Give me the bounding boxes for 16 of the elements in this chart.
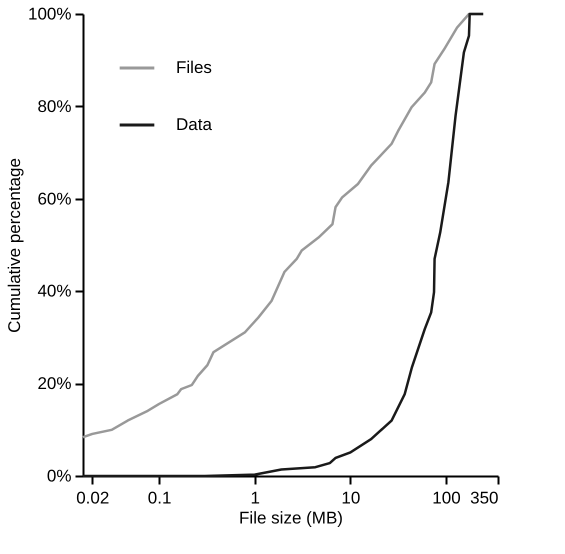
x-tick-label: 10 xyxy=(341,488,360,508)
x-tick-label: 1 xyxy=(250,488,260,508)
y-tick-label: 0% xyxy=(46,466,72,486)
y-tick-label: 60% xyxy=(37,189,72,208)
y-tick-label: 100% xyxy=(28,4,72,24)
x-axis-title: File size (MB) xyxy=(239,508,343,528)
y-tick-label: 20% xyxy=(37,374,72,394)
y-tick-label: 80% xyxy=(37,96,72,116)
x-tick-label: 350 xyxy=(470,488,498,508)
legend-label: Files xyxy=(176,58,212,77)
x-tick-label: 0.02 xyxy=(76,488,110,508)
x-tick-label: 100 xyxy=(432,488,461,508)
y-axis-title: Cumulative percentage xyxy=(5,158,24,333)
x-tick-label: 0.1 xyxy=(148,488,172,508)
y-tick-label: 40% xyxy=(37,282,72,301)
legend-label: Data xyxy=(176,115,212,134)
